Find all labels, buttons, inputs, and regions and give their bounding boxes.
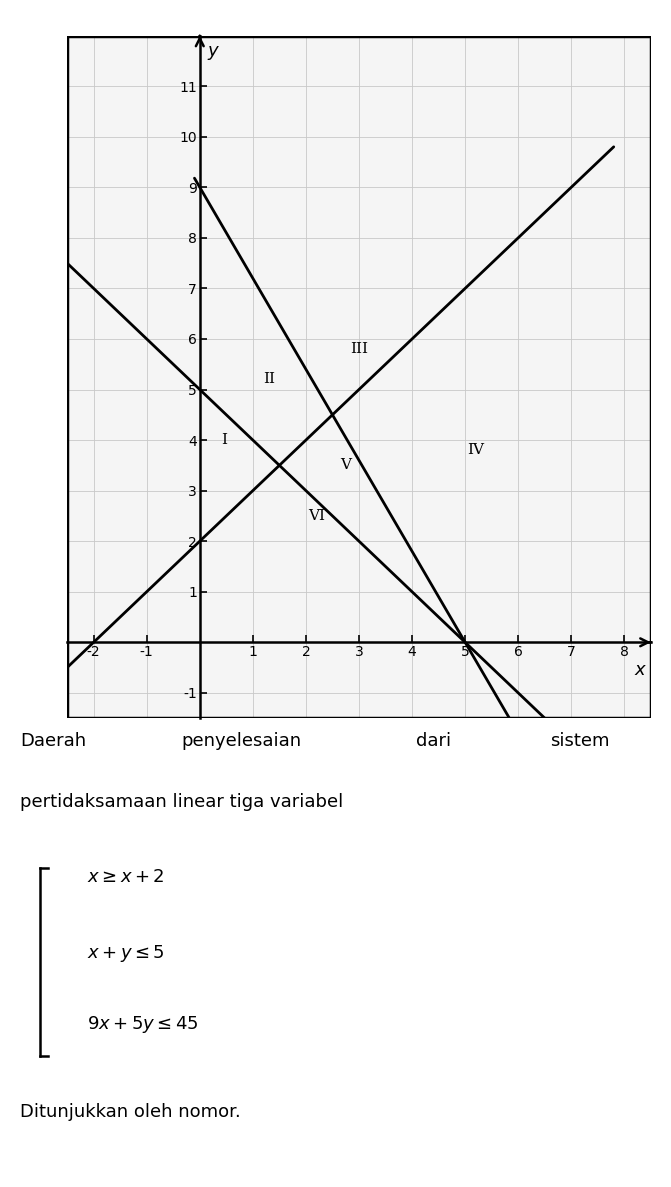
Text: dari: dari — [416, 732, 451, 750]
Text: pertidaksamaan linear tiga variabel: pertidaksamaan linear tiga variabel — [20, 793, 344, 811]
Text: sistem: sistem — [550, 732, 610, 750]
Text: $x \geq x + 2$: $x \geq x + 2$ — [87, 868, 165, 887]
Text: II: II — [263, 373, 274, 387]
Text: $9x + 5y \leq 45$: $9x + 5y \leq 45$ — [87, 1014, 199, 1035]
Text: $x + y \leq 5$: $x + y \leq 5$ — [87, 944, 165, 964]
Text: V: V — [340, 458, 351, 472]
Text: Ditunjukkan oleh nomor.: Ditunjukkan oleh nomor. — [20, 1103, 241, 1121]
Text: I: I — [221, 433, 227, 447]
Text: VI: VI — [308, 509, 325, 523]
Text: Daerah: Daerah — [20, 732, 87, 750]
Text: IV: IV — [467, 443, 484, 457]
Text: III: III — [350, 342, 368, 356]
Text: y: y — [208, 42, 218, 59]
Text: x: x — [635, 661, 646, 679]
Text: penyelesaian: penyelesaian — [181, 732, 301, 750]
